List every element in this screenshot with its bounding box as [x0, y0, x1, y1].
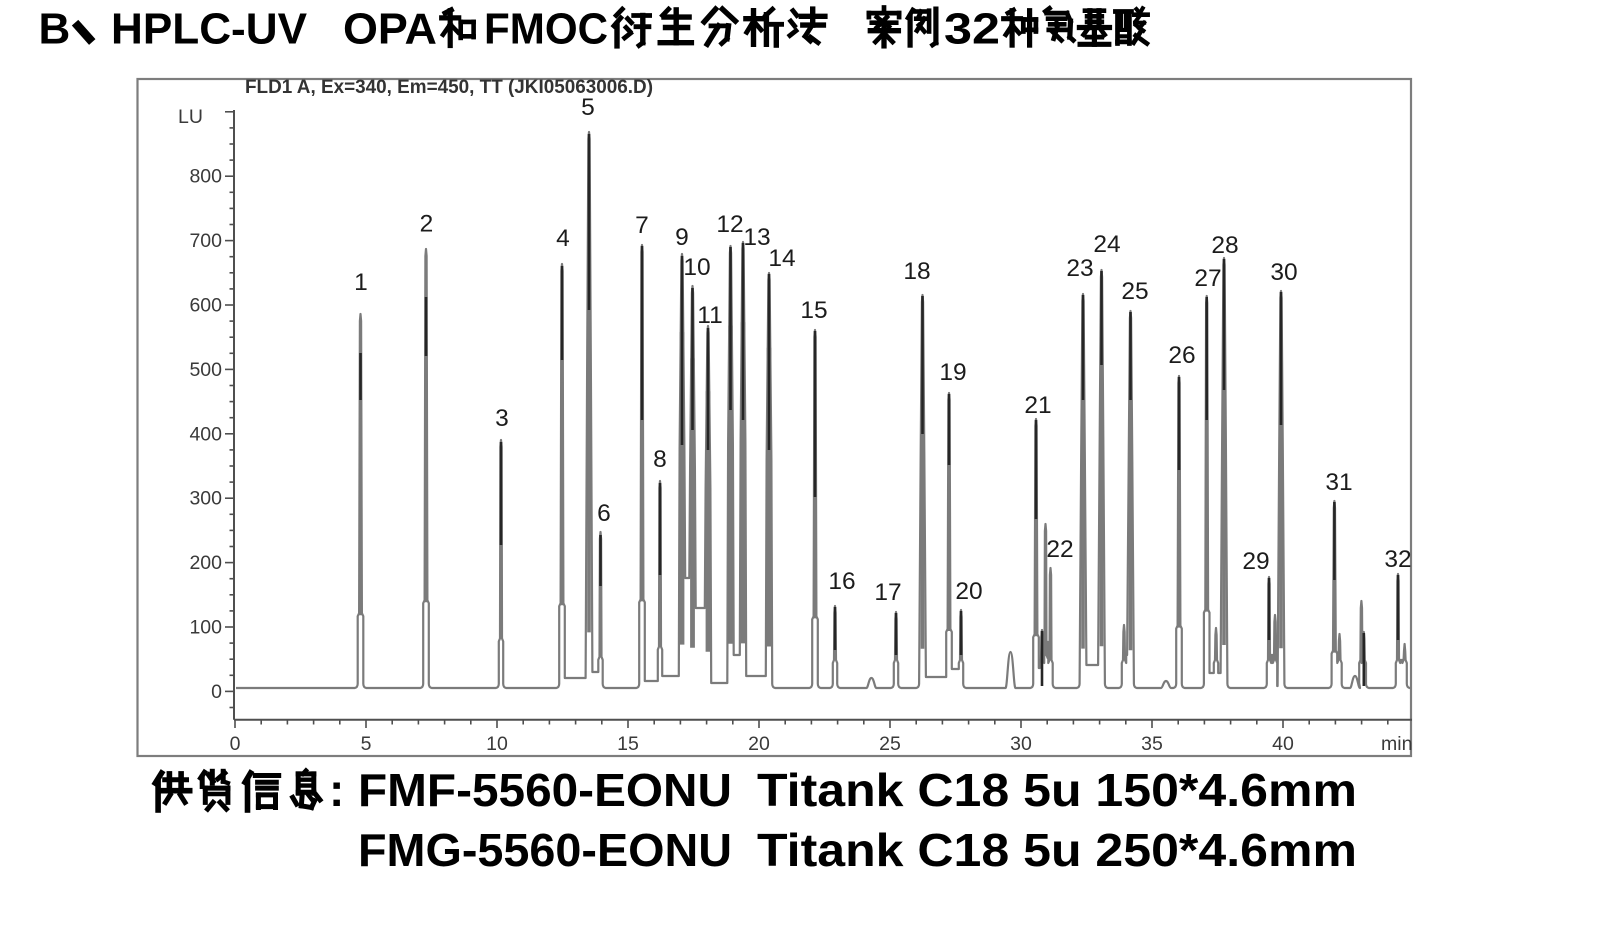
svg-text:17: 17: [874, 579, 901, 606]
svg-text:1: 1: [354, 269, 368, 296]
svg-text:30: 30: [1270, 259, 1297, 286]
svg-text:15: 15: [617, 733, 639, 755]
svg-text:27: 27: [1194, 265, 1221, 292]
svg-text:4: 4: [556, 225, 570, 252]
svg-text:18: 18: [903, 258, 930, 285]
svg-text:6: 6: [597, 500, 611, 527]
svg-text::: :: [329, 764, 344, 816]
svg-text:12: 12: [716, 211, 743, 238]
svg-text:31: 31: [1325, 469, 1352, 496]
svg-text:HPLC-UV: HPLC-UV: [111, 5, 308, 54]
svg-text:2: 2: [420, 210, 434, 237]
svg-text:21: 21: [1024, 392, 1051, 419]
svg-text:24: 24: [1093, 231, 1120, 258]
svg-text:700: 700: [189, 230, 222, 252]
svg-text:32: 32: [944, 5, 1000, 54]
svg-text:22: 22: [1046, 536, 1073, 563]
svg-text:8: 8: [653, 446, 667, 473]
svg-text:10: 10: [683, 254, 710, 281]
svg-text:400: 400: [189, 423, 222, 445]
svg-text:3: 3: [495, 405, 509, 432]
svg-text:FMF-5560-EONU: FMF-5560-EONU: [358, 764, 732, 816]
svg-text:11: 11: [697, 302, 722, 329]
svg-text:7: 7: [635, 212, 649, 239]
svg-text:16: 16: [828, 568, 855, 595]
svg-text:26: 26: [1168, 342, 1195, 369]
svg-text:500: 500: [189, 359, 222, 381]
svg-text:15: 15: [800, 297, 827, 324]
svg-text:200: 200: [189, 552, 222, 574]
svg-text:20: 20: [748, 733, 770, 755]
svg-text:40: 40: [1272, 733, 1294, 755]
svg-text:25: 25: [879, 733, 901, 755]
svg-text:19: 19: [939, 359, 966, 386]
svg-text:5: 5: [361, 733, 372, 755]
svg-text:28: 28: [1211, 232, 1238, 259]
svg-text:0: 0: [211, 681, 222, 703]
svg-text:29: 29: [1242, 548, 1269, 575]
svg-text:14: 14: [768, 245, 795, 272]
svg-text:FMOC: FMOC: [484, 5, 608, 54]
svg-text:600: 600: [189, 295, 222, 317]
svg-text:B: B: [39, 5, 71, 54]
svg-text:100: 100: [189, 617, 222, 639]
svg-text:800: 800: [189, 166, 222, 188]
svg-text:Titank C18 5u 150*4.6mm: Titank C18 5u 150*4.6mm: [757, 764, 1357, 816]
svg-text:30: 30: [1010, 733, 1032, 755]
svg-text:23: 23: [1066, 255, 1093, 282]
svg-text:20: 20: [955, 578, 982, 605]
svg-text:13: 13: [743, 224, 770, 251]
svg-text:min: min: [1381, 733, 1412, 755]
svg-text:10: 10: [486, 733, 508, 755]
svg-text:FLD1 A, Ex=340, Em=450, TT (JK: FLD1 A, Ex=340, Em=450, TT (JKI05063006.…: [245, 77, 653, 98]
svg-text:LU: LU: [178, 106, 203, 128]
svg-text:9: 9: [675, 224, 689, 251]
svg-text:FMG-5560-EONU: FMG-5560-EONU: [358, 824, 732, 876]
svg-text:32: 32: [1384, 546, 1411, 573]
svg-text:35: 35: [1141, 733, 1163, 755]
svg-text:Titank C18 5u 250*4.6mm: Titank C18 5u 250*4.6mm: [757, 824, 1357, 876]
svg-text:25: 25: [1121, 278, 1148, 305]
svg-text:OPA: OPA: [343, 5, 437, 54]
svg-text:0: 0: [230, 733, 241, 755]
svg-text:5: 5: [581, 94, 595, 121]
svg-text:300: 300: [189, 488, 222, 510]
